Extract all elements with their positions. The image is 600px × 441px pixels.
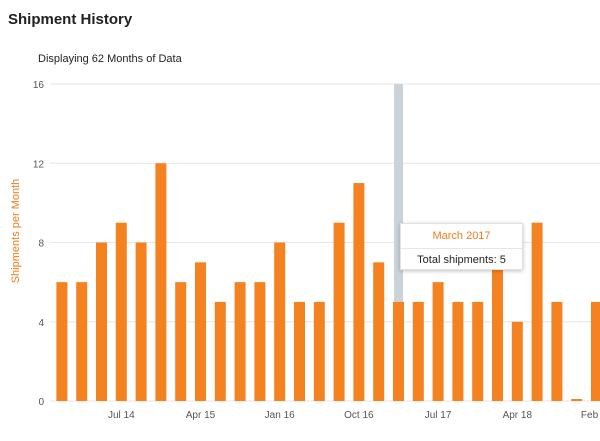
bar[interactable] [175, 282, 187, 401]
bar[interactable] [115, 222, 127, 401]
bar[interactable] [412, 301, 424, 401]
y-tick-label: 12 [33, 159, 45, 170]
bar[interactable] [313, 301, 325, 401]
bar[interactable] [234, 282, 246, 401]
y-tick-label: 4 [38, 318, 44, 329]
x-tick-label: Jan 16 [265, 410, 295, 421]
bar[interactable] [432, 282, 444, 401]
bars [56, 163, 600, 401]
tooltip-title: March 2017 [401, 224, 522, 249]
x-tick-label: Feb 19 [581, 410, 600, 421]
bar[interactable] [551, 301, 563, 401]
y-tick-label: 8 [38, 239, 44, 250]
bar[interactable] [96, 242, 107, 402]
bar[interactable] [333, 222, 345, 401]
x-tick-label: Apr 18 [503, 410, 533, 421]
bar[interactable] [531, 222, 543, 401]
bar[interactable] [393, 301, 404, 401]
bar[interactable] [472, 301, 484, 401]
bar-tooltip: March 2017 Total shipments: 5 [400, 223, 523, 270]
bar[interactable] [274, 242, 286, 402]
bar[interactable] [492, 262, 503, 401]
x-tick-label: Jul 17 [425, 410, 452, 421]
bar[interactable] [452, 301, 464, 401]
bar[interactable] [76, 282, 88, 401]
bar[interactable] [373, 262, 385, 401]
bar[interactable] [56, 282, 68, 401]
y-tick-label: 0 [38, 397, 44, 408]
bar[interactable] [511, 321, 523, 401]
page-title: Shipment History [8, 11, 133, 28]
y-axis-title: Shipments per Month [10, 179, 22, 284]
tooltip-value: Total shipments: 5 [417, 254, 506, 266]
bar[interactable] [195, 262, 206, 401]
hover-highlight-band [394, 84, 403, 401]
bar[interactable] [591, 301, 600, 401]
y-tick-label: 16 [33, 80, 45, 91]
bar[interactable] [353, 183, 365, 401]
bar[interactable] [571, 399, 583, 401]
bar[interactable] [214, 301, 226, 401]
y-axis-ticks: 0 4 8 12 16 [33, 80, 45, 408]
x-tick-label: Apr 15 [186, 410, 216, 421]
bar[interactable] [135, 242, 147, 402]
bar[interactable] [254, 282, 266, 401]
chart-subtitle: Displaying 62 Months of Data [38, 53, 182, 65]
x-axis-ticks: Jul 14 Apr 15 Jan 16 Oct 16 Jul 17 Apr 18 Feb … [108, 410, 600, 421]
x-tick-label: Jul 14 [108, 410, 135, 421]
bar[interactable] [155, 163, 167, 401]
bar[interactable] [294, 301, 305, 401]
x-tick-label: Oct 16 [344, 410, 374, 421]
